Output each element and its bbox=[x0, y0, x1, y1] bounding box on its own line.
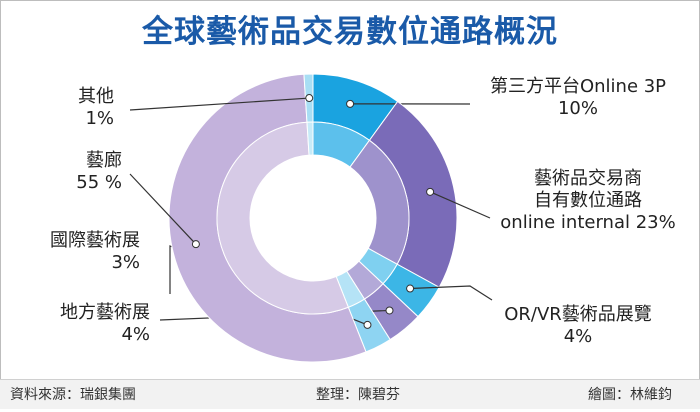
leader-dot-0 bbox=[347, 100, 354, 107]
label-other-name: 其他 bbox=[78, 86, 114, 107]
leader-dot-6 bbox=[306, 95, 313, 102]
label-third-party-value: 10% bbox=[478, 98, 678, 120]
label-gallery-value: 55 % bbox=[40, 172, 122, 194]
leader-dot-2 bbox=[407, 285, 414, 292]
label-dealer-online: 藝術品交易商 自有數位通路 online internal 23% bbox=[488, 168, 688, 234]
label-or-vr-value: 4% bbox=[478, 326, 678, 348]
footer-bar: 資料來源：瑞銀集團 整理：陳碧芬 繪圖：林維鈞 bbox=[0, 379, 700, 409]
label-third-party: 第三方平台Online 3P 10% bbox=[478, 76, 678, 120]
label-gallery: 藝廊 55 % bbox=[40, 150, 122, 194]
label-dealer-line1: 藝術品交易商 bbox=[488, 168, 688, 190]
label-international-fair: 國際藝術展 3% bbox=[20, 230, 140, 274]
label-third-party-name: 第三方平台Online 3P bbox=[478, 76, 678, 98]
label-other-value: 1% bbox=[60, 108, 114, 130]
label-other: 其他 1% bbox=[60, 86, 114, 130]
footer-artist: 繪圖：林維鈞 bbox=[588, 384, 672, 404]
label-local-fair-name: 地方藝術展 bbox=[20, 302, 150, 324]
label-gallery-name: 藝廊 bbox=[40, 150, 122, 172]
label-dealer-line2: 自有數位通路 bbox=[488, 190, 688, 212]
label-international-fair-name: 國際藝術展 bbox=[20, 230, 140, 252]
label-local-fair: 地方藝術展 4% bbox=[20, 302, 150, 346]
leader-dot-5 bbox=[192, 241, 199, 248]
label-local-fair-value: 4% bbox=[20, 324, 150, 346]
label-international-fair-value: 3% bbox=[20, 252, 140, 274]
donut-hole bbox=[251, 156, 375, 280]
label-dealer-line3: online internal 23% bbox=[488, 212, 688, 234]
footer-editor: 整理：陳碧芬 bbox=[316, 384, 400, 404]
leader-dot-3 bbox=[386, 307, 393, 314]
footer-source: 資料來源：瑞銀集團 bbox=[10, 384, 136, 404]
label-or-vr: OR/VR藝術品展覽 4% bbox=[478, 304, 678, 348]
label-or-vr-name: OR/VR藝術品展覽 bbox=[478, 304, 678, 326]
leader-dot-1 bbox=[427, 188, 434, 195]
leader-dot-4 bbox=[364, 321, 371, 328]
